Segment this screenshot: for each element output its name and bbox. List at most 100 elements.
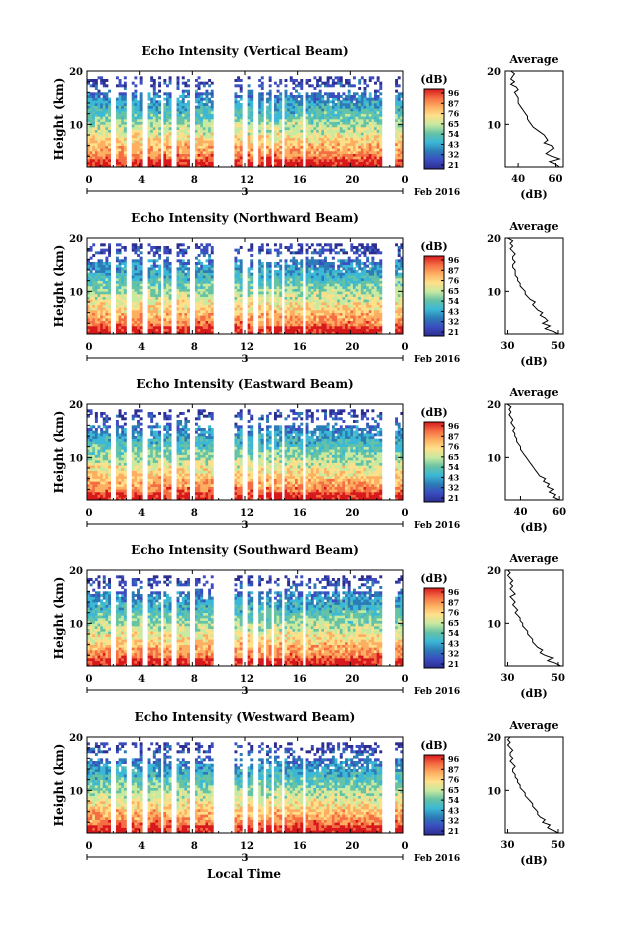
heatmap-cell — [124, 143, 127, 146]
heatmap-cell — [353, 124, 356, 127]
heatmap-cell — [306, 270, 309, 273]
heatmap-cell — [311, 108, 314, 111]
heatmap-cell — [313, 323, 316, 326]
heatmap-cell — [353, 321, 356, 324]
heatmap-cell — [353, 143, 356, 146]
heatmap-cell — [234, 291, 237, 294]
heatmap-cell — [90, 119, 93, 122]
heatmap-cell — [121, 146, 124, 149]
heatmap-cell — [208, 243, 211, 246]
heatmap-cell — [316, 116, 319, 119]
heatmap-cell — [208, 116, 211, 119]
heatmap-cell — [298, 243, 301, 246]
heatmap-cell — [206, 90, 209, 93]
heatmap-cell — [116, 257, 119, 260]
heatmap-cell — [374, 116, 377, 119]
heatmap-cell — [279, 135, 282, 138]
heatmap-cell — [321, 318, 324, 321]
heatmap-cell — [298, 313, 301, 316]
heatmap-cell — [140, 114, 143, 117]
heatmap-cell — [90, 302, 93, 305]
heatmap-cell — [398, 108, 401, 111]
heatmap-cell — [237, 251, 240, 254]
heatmap-cell — [179, 148, 182, 151]
heatmap-cell — [211, 329, 214, 332]
heatmap-cell — [100, 135, 103, 138]
heatmap-cell — [342, 297, 345, 300]
heatmap-cell — [103, 249, 106, 252]
heatmap-cell — [306, 291, 309, 294]
heatmap-cell — [179, 140, 182, 143]
heatmap-cell — [290, 313, 293, 316]
heatmap-cell — [187, 119, 190, 122]
heatmap-cell — [335, 297, 338, 300]
heatmap-cell — [119, 79, 122, 82]
heatmap-cell — [187, 259, 190, 262]
heatmap-cell — [203, 286, 206, 289]
heatmap-cell — [95, 294, 98, 297]
heatmap-cell — [150, 283, 153, 286]
heatmap-cell — [342, 273, 345, 276]
heatmap-cell — [206, 111, 209, 114]
heatmap-cell — [148, 305, 151, 308]
heatmap-cell — [108, 143, 111, 146]
heatmap-cell — [195, 90, 198, 93]
heatmap-cell — [182, 305, 185, 308]
heatmap-cell — [177, 307, 180, 310]
heatmap-cell — [177, 315, 180, 318]
heatmap-cell — [187, 329, 190, 332]
heatmap-cell — [350, 122, 353, 125]
heatmap-cell — [353, 326, 356, 329]
heatmap-cell — [166, 278, 169, 281]
heatmap-cell — [277, 323, 280, 326]
heatmap-cell — [105, 299, 108, 302]
heatmap-cell — [92, 313, 95, 316]
heatmap-cell — [298, 82, 301, 85]
heatmap-cell — [177, 299, 180, 302]
heatmap-cell — [285, 116, 288, 119]
heatmap-cell — [203, 159, 206, 162]
heatmap-cell — [332, 307, 335, 310]
heatmap-cell — [250, 321, 253, 324]
heatmap-cell — [290, 299, 293, 302]
heatmap-cell — [295, 103, 298, 106]
heatmap-cell — [203, 151, 206, 154]
heatmap-cell — [290, 270, 293, 273]
heatmap-cell — [108, 103, 111, 106]
heatmap-cell — [266, 323, 269, 326]
heatmap-cell — [237, 305, 240, 308]
heatmap-cell — [371, 106, 374, 109]
heatmap-cell — [269, 130, 272, 133]
heatmap-cell — [95, 265, 98, 268]
heatmap-cell — [277, 294, 280, 297]
heatmap-cell — [292, 302, 295, 305]
heatmap-cell — [319, 154, 322, 157]
heatmap-cell — [348, 297, 351, 300]
heatmap-cell — [121, 259, 124, 262]
heatmap-cell — [308, 143, 311, 146]
heatmap-cell — [148, 106, 151, 109]
heatmap-cell — [240, 132, 243, 135]
heatmap-cell — [134, 122, 137, 125]
heatmap-cell — [203, 329, 206, 332]
heatmap-cell — [371, 116, 374, 119]
heatmap-cell — [134, 162, 137, 165]
heatmap-cell — [134, 302, 137, 305]
heatmap-cell — [306, 146, 309, 149]
heatmap-cell — [358, 98, 361, 101]
heatmap-cell — [358, 307, 361, 310]
heatmap-cell — [279, 283, 282, 286]
heatmap-cell — [100, 130, 103, 133]
heatmap-cell — [134, 130, 137, 133]
heatmap-cell — [311, 326, 314, 329]
heatmap-cell — [377, 76, 380, 79]
heatmap-cell — [298, 130, 301, 133]
heatmap-cell — [311, 323, 314, 326]
heatmap-cell — [306, 151, 309, 154]
heatmap-cell — [358, 116, 361, 119]
heatmap-cell — [298, 315, 301, 318]
heatmap-cell — [108, 265, 111, 268]
heatmap-cell — [327, 143, 330, 146]
heatmap-cell — [308, 98, 311, 101]
heatmap-cell — [140, 127, 143, 130]
